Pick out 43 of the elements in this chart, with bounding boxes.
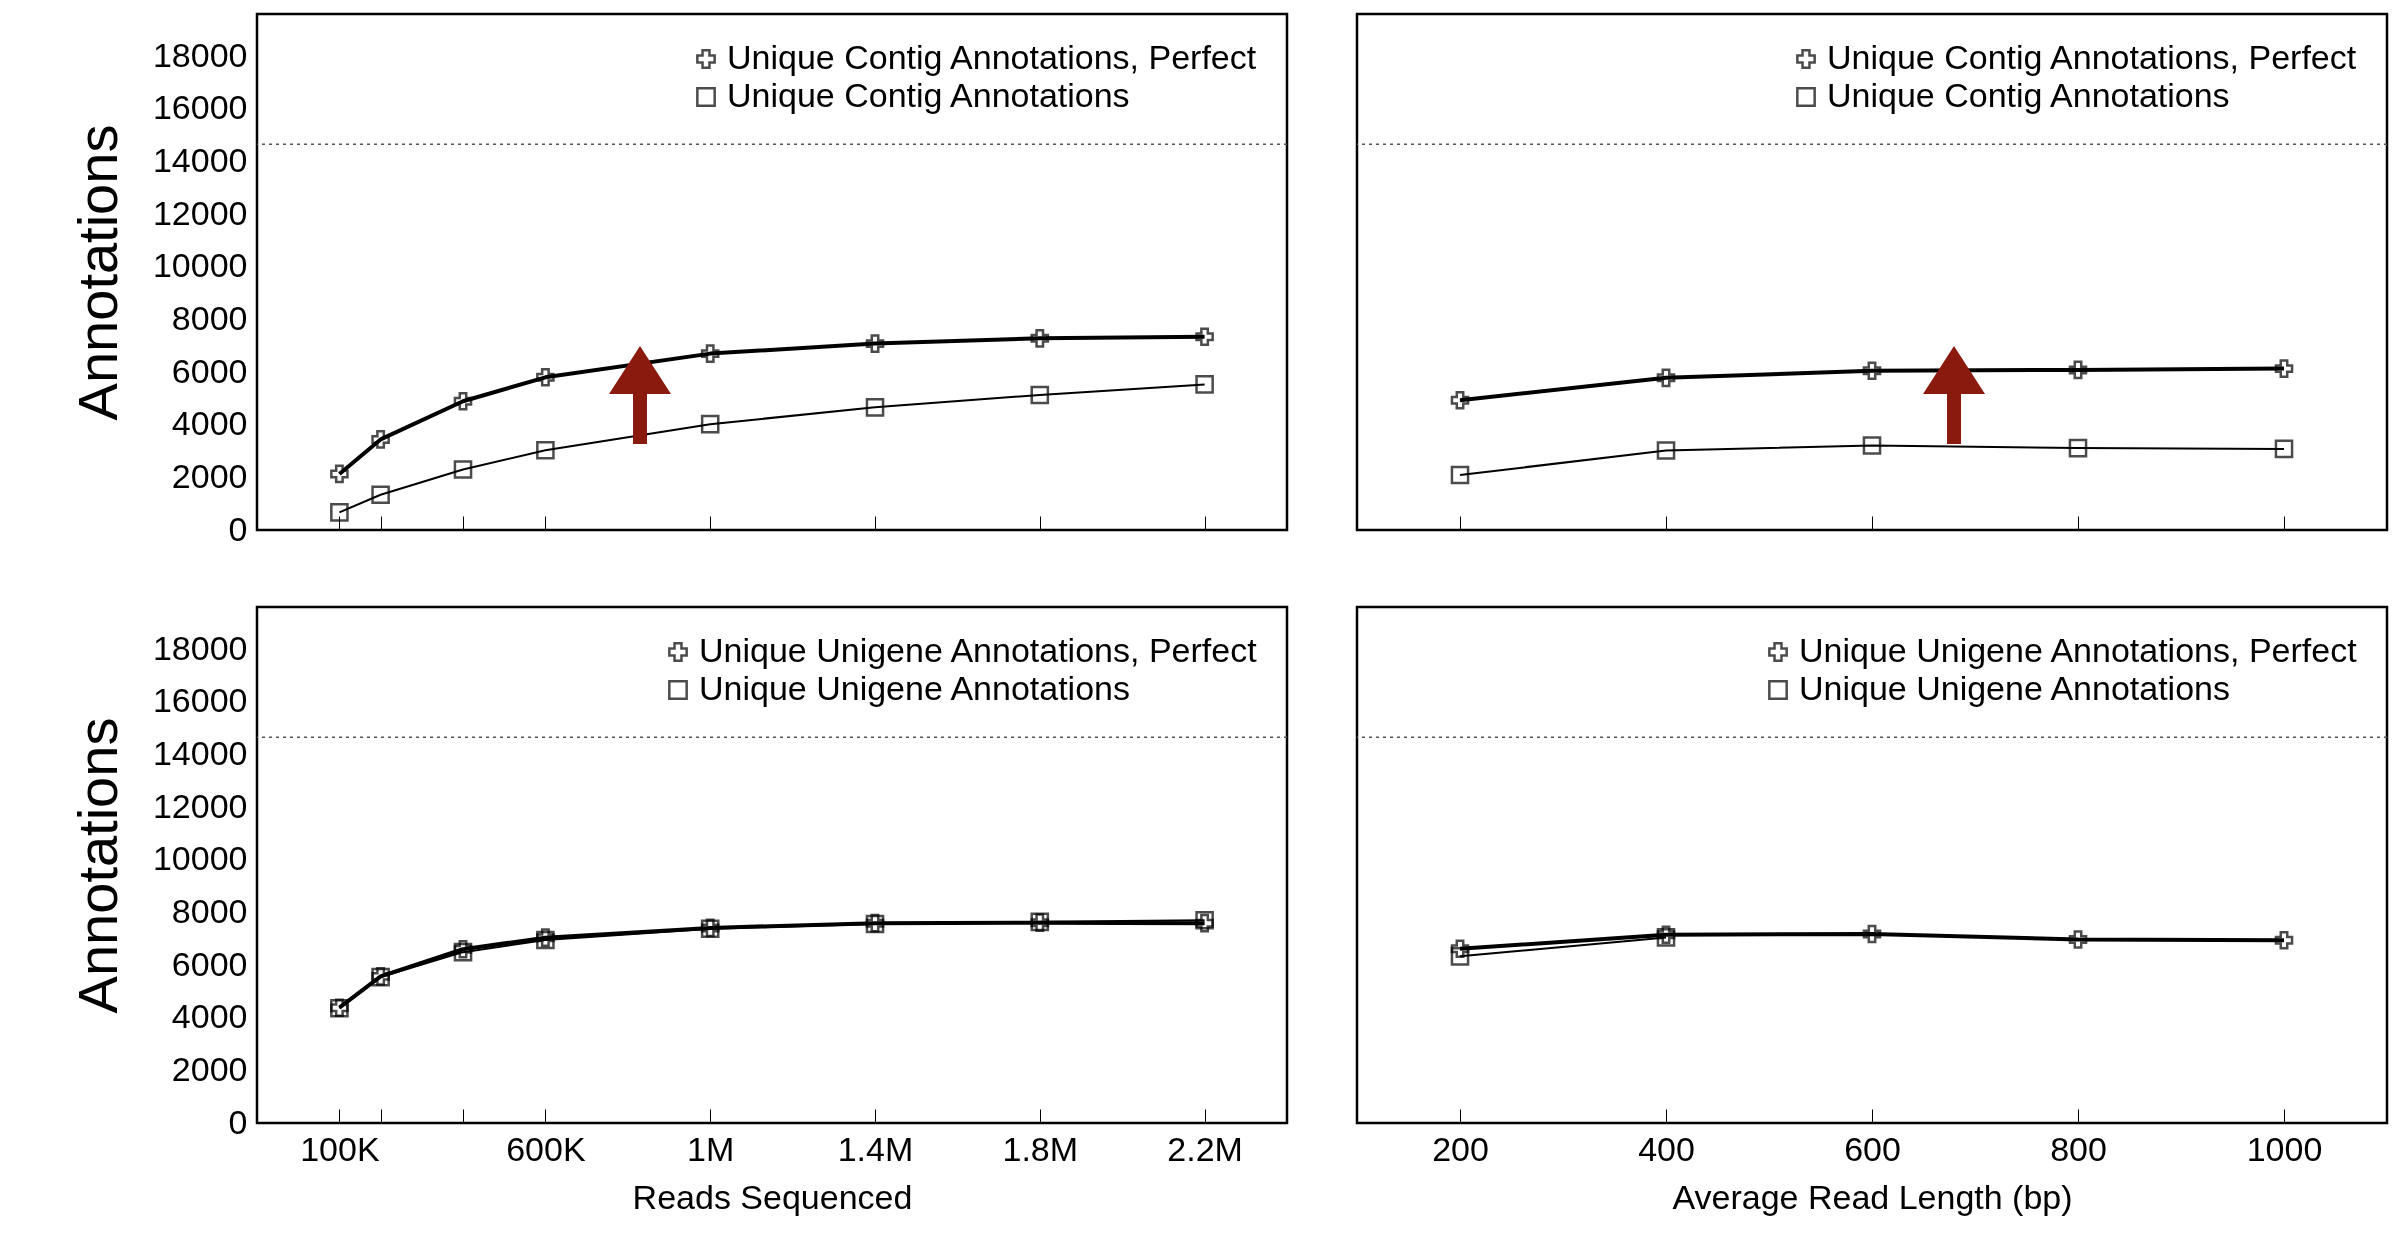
y-axis-title: Annotations bbox=[65, 124, 129, 421]
y-tick-label: 10000 bbox=[152, 246, 248, 285]
x-tick-label: 2.2M bbox=[1167, 1129, 1243, 1168]
y-tick-label: 6000 bbox=[171, 944, 248, 983]
legend-label: Unique Unigene Annotations bbox=[699, 669, 1130, 707]
legend-label: Unique Contig Annotations bbox=[1827, 76, 2230, 114]
legend-label: Unique Unigene Annotations, Perfect bbox=[699, 631, 1258, 669]
y-tick-label: 18000 bbox=[152, 35, 248, 74]
y-tick-label: 12000 bbox=[152, 193, 248, 232]
x-axis-title: Average Read Length (bp) bbox=[1672, 1177, 2073, 1216]
legend-label: Unique Contig Annotations, Perfect bbox=[1827, 38, 2357, 76]
y-tick-label: 18000 bbox=[152, 628, 248, 667]
legend-label: Unique Unigene Annotations, Perfect bbox=[1799, 631, 2358, 669]
x-tick-label: 1M bbox=[687, 1129, 735, 1168]
y-tick-label: 12000 bbox=[152, 786, 248, 825]
y-tick-label: 14000 bbox=[152, 140, 248, 179]
y-tick-label: 6000 bbox=[171, 351, 248, 390]
x-tick-label: 1.4M bbox=[837, 1129, 914, 1168]
legend-label: Unique Contig Annotations bbox=[727, 76, 1130, 114]
legend-label: Unique Unigene Annotations bbox=[1799, 669, 2230, 707]
y-tick-label: 8000 bbox=[171, 298, 248, 337]
legend-label: Unique Contig Annotations, Perfect bbox=[727, 38, 1257, 76]
y-tick-label: 0 bbox=[228, 509, 248, 548]
y-tick-label: 16000 bbox=[152, 88, 248, 127]
y-tick-label: 4000 bbox=[171, 997, 248, 1036]
x-tick-label: 1.8M bbox=[1002, 1129, 1079, 1168]
x-tick-label: 600K bbox=[506, 1129, 586, 1168]
y-axis-title: Annotations bbox=[65, 717, 129, 1014]
x-tick-label: 1000 bbox=[2246, 1129, 2323, 1168]
y-tick-label: 2000 bbox=[171, 1049, 248, 1088]
x-tick-label: 400 bbox=[1638, 1129, 1695, 1168]
x-tick-label: 800 bbox=[2050, 1129, 2107, 1168]
x-tick-label: 100K bbox=[300, 1129, 380, 1168]
y-tick-label: 14000 bbox=[152, 733, 248, 772]
x-tick-label: 600 bbox=[1844, 1129, 1901, 1168]
y-tick-label: 10000 bbox=[152, 839, 248, 878]
x-axis-title: Reads Sequenced bbox=[632, 1177, 913, 1216]
y-tick-label: 16000 bbox=[152, 681, 248, 720]
y-tick-label: 4000 bbox=[171, 404, 248, 443]
y-tick-label: 0 bbox=[228, 1102, 248, 1141]
y-tick-label: 2000 bbox=[171, 456, 248, 495]
y-tick-label: 8000 bbox=[171, 891, 248, 930]
x-tick-label: 200 bbox=[1432, 1129, 1489, 1168]
